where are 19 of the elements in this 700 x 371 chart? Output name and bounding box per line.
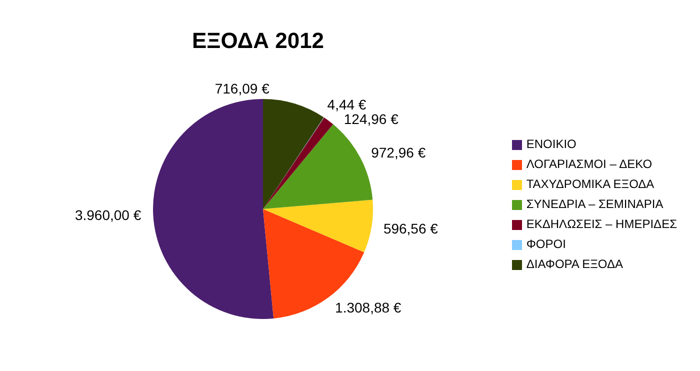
legend-label: ΔΙΑΦΟΡΑ ΕΞΟΔΑ bbox=[526, 257, 623, 271]
data-label: 3.960,00 € bbox=[74, 206, 142, 223]
pie-slice bbox=[263, 200, 373, 252]
legend-label: ΕΚΔΗΛΩΣΕΙΣ – ΗΜΕΡΙΔΕΣ bbox=[526, 217, 677, 231]
legend-label: ΦΟΡΟΙ bbox=[526, 237, 566, 251]
data-label: 716,09 € bbox=[214, 80, 270, 96]
chart-title: ΕΞΟΔΑ 2012 bbox=[190, 27, 326, 54]
pie-slice bbox=[263, 124, 373, 209]
pie-slice bbox=[263, 99, 324, 209]
legend-label: ΕΝΟΙΚΙΟ bbox=[526, 137, 576, 151]
data-label: 4,44 € bbox=[327, 96, 366, 112]
data-label: 972,96 € bbox=[371, 144, 426, 160]
legend-label: ΛΟΓΑΡΙΑΣΜΟΙ – ΔΕΚΟ bbox=[526, 157, 652, 171]
data-label: 596,56 € bbox=[383, 220, 438, 236]
data-label: 124,96 € bbox=[344, 111, 399, 128]
legend-label: ΣΥΝΕΔΡΙΑ – ΣΕΜΙΝΑΡΙΑ bbox=[526, 197, 664, 211]
data-label: 1.308,88 € bbox=[335, 299, 402, 316]
pie-slice bbox=[153, 99, 274, 319]
legend-label: ΤΑΧΥΔΡΟΜΙΚΑ ΕΞΟΔΑ bbox=[526, 177, 654, 191]
